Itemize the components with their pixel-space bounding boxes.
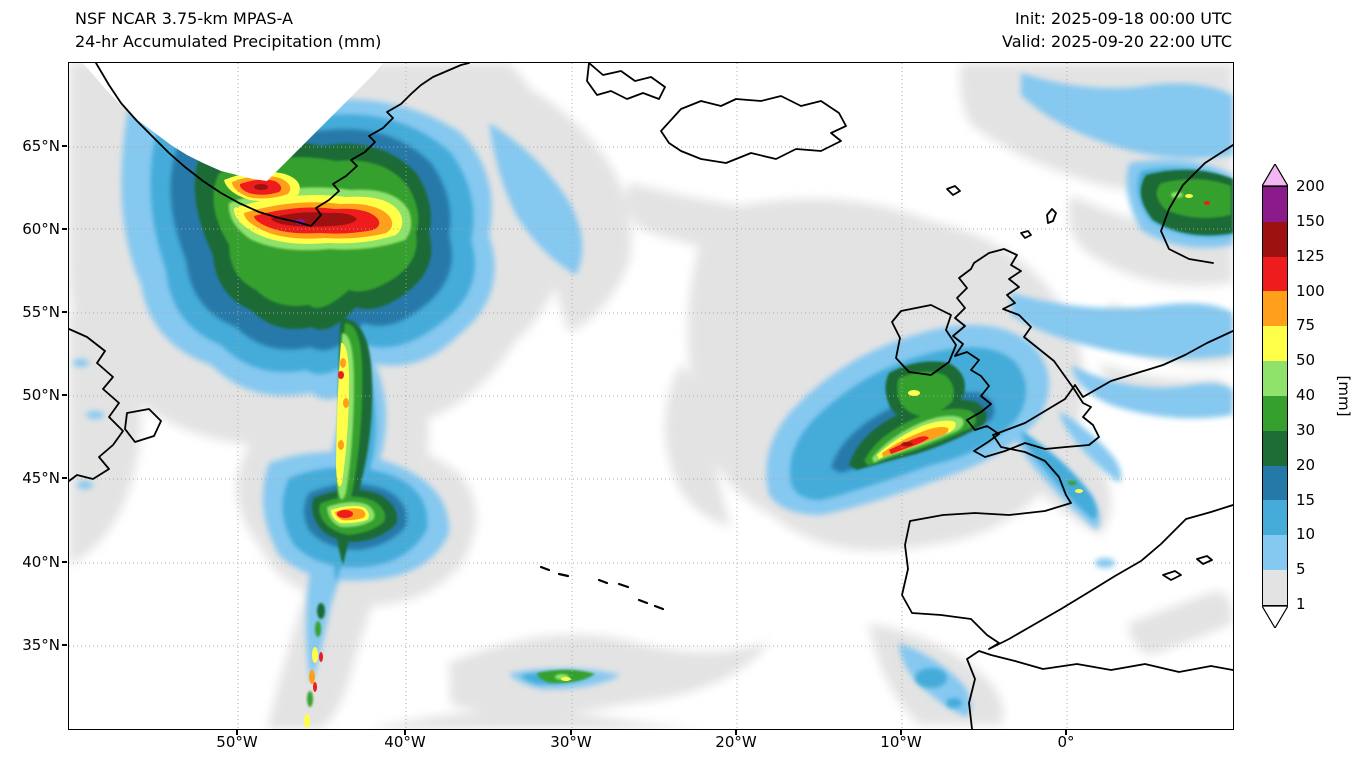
colorbar-segment xyxy=(1263,187,1287,222)
shetland-coast xyxy=(1046,208,1057,224)
colorbar-segment xyxy=(1263,256,1287,292)
lon-tick-label-50w: 50°W xyxy=(216,733,258,751)
lat-tick-mark xyxy=(62,477,67,479)
model-title: NSF NCAR 3.75-km MPAS-A xyxy=(75,9,293,28)
valid-time-label: Valid: 2025-09-20 22:00 UTC xyxy=(1001,32,1232,51)
colorbar-tick-label: 200 xyxy=(1296,177,1325,195)
colorbar-segment xyxy=(1263,361,1287,396)
lon-tick-label-40w: 40°W xyxy=(384,733,426,751)
lat-tick-mark xyxy=(62,311,67,313)
colorbar-tick-label: 50 xyxy=(1296,351,1316,370)
colorbar-segment xyxy=(1263,326,1287,362)
faroe-islands-coast xyxy=(946,185,961,196)
iceland-coast xyxy=(660,95,847,164)
colorbar-tick-label: 15 xyxy=(1296,490,1316,509)
lon-tick-mark xyxy=(570,730,572,735)
lat-tick-label-35n: 35°N xyxy=(22,636,60,654)
lon-tick-mark xyxy=(900,730,902,735)
map-plot-area xyxy=(68,62,1234,730)
lon-tick-label-0: 0° xyxy=(1057,733,1075,751)
colorbar-under-arrow xyxy=(1262,606,1288,628)
colorbar-tick-label: 10 xyxy=(1296,525,1316,544)
colorbar xyxy=(1262,164,1288,628)
lat-tick-mark xyxy=(62,394,67,396)
colorbar-segment xyxy=(1263,535,1287,571)
colorbar-tick-label: 30 xyxy=(1296,420,1316,439)
colorbar-segment xyxy=(1263,500,1287,536)
lon-tick-label-10w: 10°W xyxy=(880,733,922,751)
africa-coast xyxy=(966,650,1233,729)
colorbar-tick-label: 75 xyxy=(1296,316,1316,335)
lat-tick-label-55n: 55°N xyxy=(22,303,60,321)
ireland-coast xyxy=(891,304,957,376)
colorbar-tick-label: 100 xyxy=(1296,281,1325,300)
lat-tick-label-50n: 50°N xyxy=(22,386,60,404)
precip-125-150mm-layer xyxy=(254,184,913,446)
africa-fill xyxy=(967,651,1233,729)
azores-islands xyxy=(539,565,665,611)
lat-tick-mark xyxy=(62,561,67,563)
lon-tick-label-30w: 30°W xyxy=(550,733,592,751)
orkney-coast xyxy=(1020,230,1032,239)
lat-tick-label-45n: 45°N xyxy=(22,469,60,487)
greenland-interior-mask xyxy=(83,63,383,181)
colorbar-segment xyxy=(1263,430,1287,466)
greenland-coast xyxy=(95,63,470,227)
lat-tick-label-65n: 65°N xyxy=(22,137,60,155)
colorbar-tick-labels: 200 150 125 100 75 50 40 30 20 15 10 5 1 xyxy=(1296,177,1342,616)
colorbar-tick-label: 5 xyxy=(1296,560,1306,579)
coastlines xyxy=(69,63,1233,729)
norway-coast xyxy=(1160,144,1233,264)
colorbar-segment xyxy=(1263,291,1287,327)
colorbar-tick-label: 125 xyxy=(1296,246,1325,265)
lon-tick-mark xyxy=(735,730,737,735)
colorbar-tick-label: 1 xyxy=(1296,595,1306,613)
colorbar-tick-label: 20 xyxy=(1296,455,1316,474)
newfoundland-coast xyxy=(124,408,162,443)
europe-coast xyxy=(901,330,1233,650)
iceland-fill xyxy=(661,96,846,163)
lon-tick-label-20w: 20°W xyxy=(715,733,757,751)
colorbar-tick-label: 150 xyxy=(1296,211,1325,230)
lat-tick-mark xyxy=(62,228,67,230)
colorbar-tick-label: 40 xyxy=(1296,386,1316,404)
greenland-ne-coast xyxy=(586,63,666,100)
precipitation-map xyxy=(69,63,1233,729)
colorbar-segments xyxy=(1262,186,1288,606)
lat-tick-label-40n: 40°N xyxy=(22,553,60,571)
colorbar-unit-label: [mm] xyxy=(1335,375,1353,417)
colorbar-segment xyxy=(1263,570,1287,605)
field-title: 24-hr Accumulated Precipitation (mm) xyxy=(75,32,382,51)
labrador-coast xyxy=(69,328,124,482)
balearic-islands-coast xyxy=(1162,570,1182,581)
colorbar-segment xyxy=(1263,221,1287,257)
lat-tick-mark xyxy=(62,145,67,147)
lon-tick-mark xyxy=(404,730,406,735)
colorbar-segment xyxy=(1263,465,1287,501)
colorbar-segment xyxy=(1263,395,1287,431)
lat-tick-label-60n: 60°N xyxy=(22,220,60,238)
lon-tick-mark xyxy=(1065,730,1067,735)
init-time-label: Init: 2025-09-18 00:00 UTC xyxy=(1014,9,1232,28)
great-britain-coast xyxy=(952,248,1100,458)
balearic-islands-coast-2 xyxy=(1196,555,1213,565)
lat-tick-mark xyxy=(62,644,67,646)
colorbar-over-arrow xyxy=(1262,164,1288,186)
lon-tick-mark xyxy=(236,730,238,735)
